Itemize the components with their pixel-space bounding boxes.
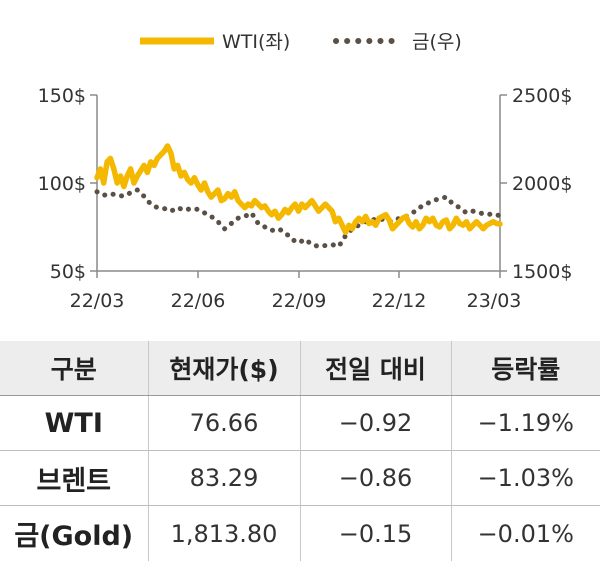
x-tick-label: 22/12: [372, 290, 427, 312]
left-tick-label: 50$: [50, 261, 86, 283]
wti-series-line: [94, 143, 503, 236]
right-tick-label: 2000$: [512, 173, 572, 195]
cell-rate: −0.01%: [450, 505, 600, 561]
left-axis: 150$ 100$ 50$: [38, 85, 98, 283]
legend-gold-label: 금(우): [412, 31, 462, 53]
cell-price: 76.66: [147, 395, 300, 451]
left-tick-label: 100$: [38, 173, 86, 195]
price-summary-table: 구분 현재가($) 전일 대비 등락률 WTI 76.66 −0.92 −1.1…: [0, 341, 600, 561]
right-tick-label: 2500$: [512, 85, 572, 107]
header-category: 구분: [0, 341, 148, 396]
table-header-row: 구분 현재가($) 전일 대비 등락률: [0, 341, 600, 396]
header-change: 전일 대비: [299, 341, 451, 396]
cell-rate: −1.03%: [450, 450, 600, 506]
x-tick-label: 22/03: [70, 290, 125, 312]
x-axis: 22/03 22/06 22/09 22/12 23/03: [70, 270, 522, 312]
cell-rate: −1.19%: [450, 395, 600, 451]
table-row: 금(Gold) 1,813.80 −0.15 −0.01%: [0, 505, 600, 561]
legend-wti-label: WTI(좌): [222, 31, 290, 53]
gold-series-line: [94, 187, 503, 249]
row-name: 브렌트: [0, 450, 148, 506]
cell-price: 1,813.80: [147, 505, 300, 561]
price-chart: WTI(좌) 금(우) 150$ 100$ 50$ 2500$ 2000$ 15…: [38, 31, 573, 312]
header-current-price: 현재가($): [147, 341, 300, 396]
table-row: WTI 76.66 −0.92 −1.19%: [0, 395, 600, 451]
x-tick-label: 22/06: [171, 290, 226, 312]
header-change-rate: 등락률: [450, 341, 600, 396]
x-tick-label: 22/09: [272, 290, 327, 312]
left-tick-label: 150$: [38, 85, 86, 107]
right-axis: 2500$ 2000$ 1500$: [499, 85, 572, 283]
table-row: 브렌트 83.29 −0.86 −1.03%: [0, 450, 600, 506]
cell-price: 83.29: [147, 450, 300, 506]
cell-change: −0.92: [299, 395, 451, 451]
row-name: WTI: [0, 395, 148, 451]
right-tick-label: 1500$: [512, 261, 572, 283]
cell-change: −0.15: [299, 505, 451, 561]
cell-change: −0.86: [299, 450, 451, 506]
row-name: 금(Gold): [14, 521, 134, 552]
legend: WTI(좌) 금(우): [140, 31, 462, 53]
x-tick-label: 23/03: [467, 290, 522, 312]
